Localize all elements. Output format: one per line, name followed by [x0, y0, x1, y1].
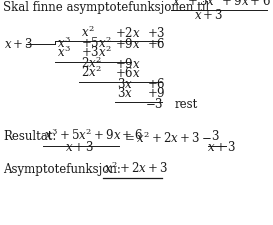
Text: $3$: $3$ [211, 129, 219, 143]
Text: $x^{3}+5x^{2}+9x+6$: $x^{3}+5x^{2}+9x+6$ [172, 0, 271, 9]
Text: $=x^{2}+2x+3-$: $=x^{2}+2x+3-$ [122, 130, 212, 146]
Text: $x+3$: $x+3$ [4, 37, 34, 51]
Text: Resultat:: Resultat: [3, 130, 57, 143]
Text: $+6$: $+6$ [147, 77, 166, 91]
Text: $x^{3}$: $x^{3}$ [57, 35, 71, 51]
Text: $+3$: $+3$ [147, 26, 165, 40]
Text: $+2x$: $+2x$ [115, 26, 141, 40]
Text: $2x^{2}$: $2x^{2}$ [81, 55, 102, 71]
Text: $+3x^{2}$: $+3x^{2}$ [81, 44, 112, 60]
Text: $+9$: $+9$ [147, 86, 166, 100]
Text: $x^{2}+2x+3$: $x^{2}+2x+3$ [104, 160, 168, 176]
Text: $x^{3}$: $x^{3}$ [57, 44, 71, 60]
Text: $x^{3}+5x^{2}+9x+6$: $x^{3}+5x^{2}+9x+6$ [44, 127, 143, 143]
Text: Skal finne asymptotefunksjonen til: Skal finne asymptotefunksjonen til [3, 1, 209, 14]
Text: $x+3$: $x+3$ [65, 140, 94, 154]
Text: $x+3$: $x+3$ [194, 8, 224, 22]
Text: $3x$: $3x$ [117, 77, 133, 91]
Text: rest: rest [175, 98, 198, 111]
Text: $+6$: $+6$ [147, 37, 166, 51]
Text: $+9x$: $+9x$ [115, 37, 141, 51]
Text: $+5x^{2}$: $+5x^{2}$ [81, 35, 112, 51]
Text: Asymptotefunksjon:: Asymptotefunksjon: [3, 163, 121, 176]
Text: $x^{2}$: $x^{2}$ [81, 24, 95, 40]
Text: $3x$: $3x$ [117, 86, 133, 100]
Text: $-3$: $-3$ [145, 97, 164, 111]
Text: $x+3$: $x+3$ [207, 140, 236, 154]
Text: $+6x$: $+6x$ [115, 66, 141, 80]
Text: $2x^{2}$: $2x^{2}$ [81, 64, 102, 80]
Text: $+9x$: $+9x$ [115, 57, 141, 71]
